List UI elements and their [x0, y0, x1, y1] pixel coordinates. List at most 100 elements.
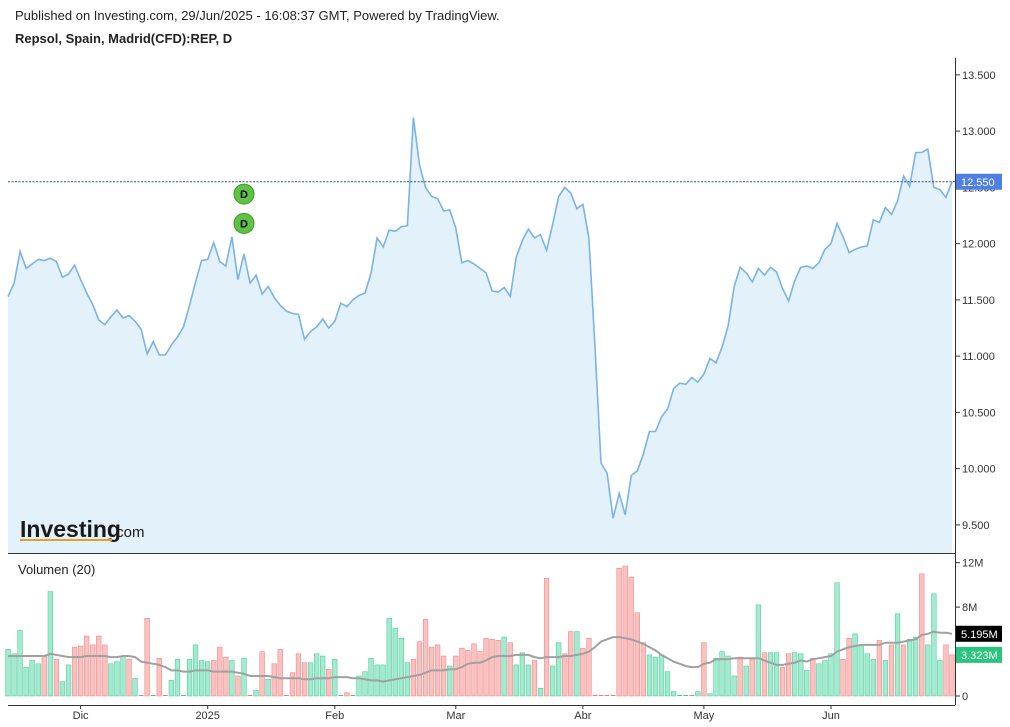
volume-bar — [356, 675, 362, 697]
volume-bar — [531, 660, 538, 697]
volume-bar — [199, 660, 205, 697]
volume-bar — [900, 644, 907, 697]
volume-bar — [671, 691, 677, 697]
volume-bar — [90, 644, 96, 697]
logo-underline — [20, 539, 112, 541]
ma-tag-text: 5.195M — [961, 629, 998, 641]
price-tick-label: 10.000 — [962, 464, 996, 476]
volume-ma-line — [8, 630, 953, 683]
volume-bar — [447, 665, 453, 697]
volume-bar — [913, 636, 919, 697]
volume-bar — [725, 655, 731, 697]
price-tick-label: 11.000 — [962, 351, 995, 363]
volume-bar — [235, 675, 241, 697]
axis-tags: 12.550 5.195M 3.323M — [956, 173, 1002, 663]
dividend-marker-label: D — [240, 189, 248, 201]
volume-bar — [483, 637, 489, 697]
volume-bar — [652, 656, 659, 697]
volume-bar — [755, 604, 761, 697]
volume-bar — [562, 653, 568, 697]
time-tick-label: Feb — [325, 710, 344, 722]
volume-bar — [828, 653, 834, 697]
volume-bar — [392, 627, 398, 697]
volume-tag-bg — [956, 646, 1002, 663]
volume-bar — [949, 654, 955, 697]
volume-bar — [295, 653, 302, 697]
volume-bar — [574, 631, 580, 697]
volume-bar — [489, 639, 495, 697]
volume-bar — [658, 654, 665, 697]
volume-bar — [289, 672, 296, 697]
volume-bar — [556, 642, 562, 697]
volume-bar — [683, 695, 689, 696]
volume-tag-text: 3.323M — [961, 650, 998, 662]
volume-bar — [507, 642, 513, 697]
volume-bar — [586, 637, 592, 697]
volume-bar — [271, 663, 277, 697]
volume-bar — [277, 649, 283, 697]
volume-bar — [537, 687, 544, 697]
volume-bar — [174, 659, 181, 697]
volume-bar — [471, 643, 477, 697]
volume-bar — [646, 654, 653, 697]
published-info: Published on Investing.com, 29/Jun/2025 … — [15, 8, 500, 23]
volume-bar — [65, 664, 72, 697]
price-tick-label: 13.000 — [962, 126, 996, 138]
volume-bar — [362, 671, 368, 697]
price-tick-label: 13.500 — [962, 70, 996, 82]
volume-bar — [870, 659, 876, 697]
volume-bar — [465, 650, 471, 697]
volume-bar — [186, 659, 193, 697]
volume-bar — [707, 693, 713, 697]
dividend-marker[interactable] — [233, 183, 255, 205]
volume-bar — [386, 617, 392, 697]
volume-tag: 3.323M — [956, 646, 1002, 663]
volume-bar — [568, 631, 574, 697]
volume-bar — [35, 663, 41, 697]
volume-bar — [640, 642, 646, 697]
time-tick-label: Abr — [574, 710, 591, 722]
time-tick-label: May — [694, 710, 715, 722]
volume-bar — [23, 666, 29, 697]
volume-bar — [786, 653, 792, 697]
volume-bar — [96, 635, 102, 697]
volume-bar — [719, 651, 725, 697]
volume-bar — [126, 659, 132, 697]
volume-bar — [773, 652, 780, 697]
volume-bar — [53, 659, 60, 697]
price-tick-label: 12.000 — [962, 239, 996, 251]
volume-bar — [265, 679, 271, 697]
volume-bar — [749, 659, 755, 697]
volume-bar — [284, 695, 289, 696]
volume-bar — [737, 656, 743, 697]
volume-bar — [41, 655, 47, 697]
price-tag: 12.550 — [956, 173, 1002, 190]
volume-bar — [338, 695, 344, 696]
price-tick-label: 10.500 — [962, 407, 996, 419]
volume-bar — [846, 637, 852, 697]
volume-bar — [156, 657, 162, 697]
dividend-marker[interactable] — [233, 212, 255, 234]
volume-bar — [677, 695, 682, 696]
volume-bar — [761, 652, 768, 697]
volume-bar — [211, 660, 217, 697]
volume-bars — [5, 565, 955, 697]
time-tick-label: Dic — [73, 710, 89, 722]
volume-bar — [767, 652, 774, 697]
volume-bar — [894, 613, 901, 697]
volume-bar — [543, 577, 550, 697]
volume-bar — [937, 660, 943, 697]
time-tick-label: Mar — [446, 710, 465, 722]
volume-bar — [689, 695, 695, 696]
volume-bar — [931, 593, 937, 697]
volume-bar — [132, 677, 138, 697]
volume-bar — [229, 660, 235, 697]
volume-bar — [114, 661, 120, 697]
volume-bar — [779, 666, 786, 697]
dividend-marker-label: D — [240, 218, 248, 230]
volume-bar — [150, 695, 156, 696]
logo-text: Investing — [20, 516, 121, 542]
volume-bar — [634, 612, 640, 697]
volume-bar — [84, 635, 90, 697]
